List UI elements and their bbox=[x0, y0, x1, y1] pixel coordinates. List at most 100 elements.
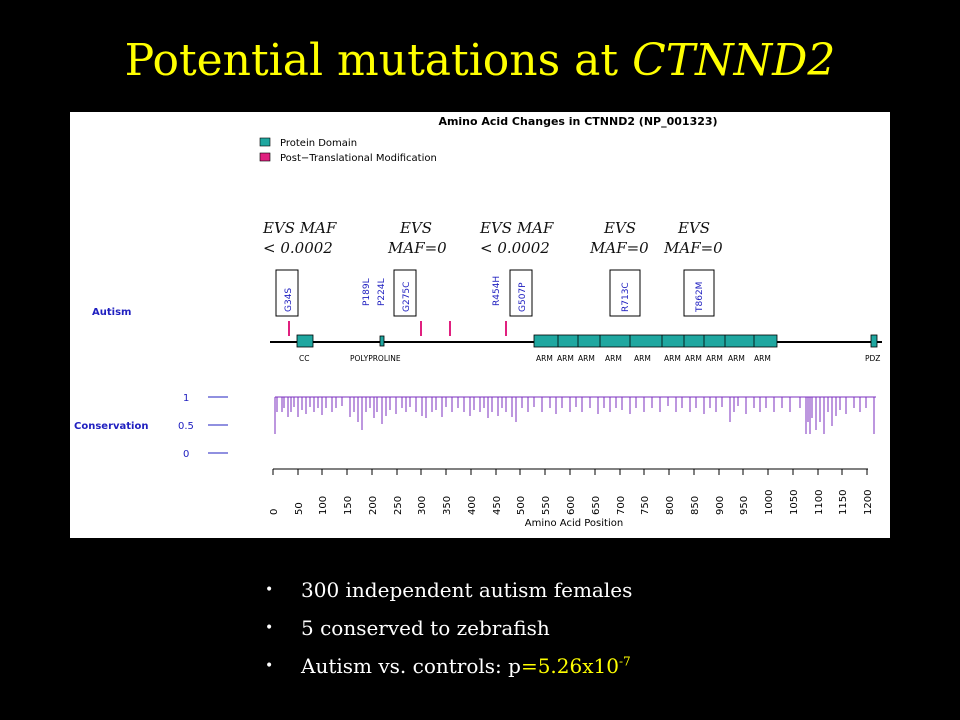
conservation-axis-lines bbox=[208, 396, 228, 454]
cons-tick-0: 0 bbox=[183, 449, 189, 460]
mutation-label-g507p: G507P bbox=[518, 282, 528, 312]
evs-annotation-3-line1: EVS MAF bbox=[479, 219, 554, 237]
evs-annotation-5-line1: EVS bbox=[677, 219, 710, 237]
bullet-item: • Autism vs. controls: p=5.26x10-7 bbox=[265, 654, 632, 692]
evs-annotation-2-line2: MAF=0 bbox=[387, 239, 447, 257]
x-tick-150: 150 bbox=[343, 496, 354, 515]
domain-label-arm-4: ARM bbox=[605, 354, 622, 363]
gene-name: CTNND2 bbox=[632, 35, 836, 86]
cons-tick-1: 1 bbox=[183, 393, 189, 404]
bullet-marker: • bbox=[265, 620, 274, 636]
domain-label-polyproline: POLYPROLINE bbox=[350, 354, 401, 363]
legend-swatch-ptm bbox=[259, 152, 271, 162]
evs-annotation-2-line1: EVS bbox=[399, 219, 432, 237]
domain-labels: CC POLYPROLINE ARM ARM ARM ARM ARM ARM A… bbox=[299, 354, 880, 363]
mutation-label-p224l: P224L bbox=[377, 278, 387, 306]
domain-label-arm-9: ARM bbox=[728, 354, 745, 363]
mutation-boxes bbox=[275, 269, 715, 317]
x-tick-250: 250 bbox=[393, 496, 404, 515]
mutation-label-t862m: T862M bbox=[695, 282, 705, 313]
x-tick-850: 850 bbox=[690, 496, 701, 515]
ptm-ticks bbox=[288, 321, 507, 336]
domain-label-pdz: PDZ bbox=[865, 354, 880, 363]
bullet-text: 5 conserved to zebrafish bbox=[301, 616, 550, 640]
legend-label-ptm: Post−Translational Modification bbox=[280, 153, 437, 164]
x-tick-600: 600 bbox=[566, 496, 577, 515]
x-tick-500: 500 bbox=[516, 496, 527, 515]
x-tick-400: 400 bbox=[467, 496, 478, 515]
mutation-box-t862m bbox=[683, 269, 715, 317]
slide-title: Potential mutations at CTNND2 bbox=[124, 35, 836, 86]
x-tick-800: 800 bbox=[665, 496, 676, 515]
x-tick-100: 100 bbox=[318, 496, 329, 515]
conservation-trace bbox=[274, 396, 876, 434]
evs-annotation-4-line1: EVS bbox=[603, 219, 636, 237]
evs-annotation-4-line2: MAF=0 bbox=[589, 239, 649, 257]
domain-arm-block bbox=[533, 334, 778, 348]
mutation-box-g275c bbox=[393, 269, 417, 317]
conservation-axis: 1 0.5 0 bbox=[178, 393, 194, 460]
mutation-label-g34s: G34S bbox=[284, 288, 294, 312]
domain-label-arm-5: ARM bbox=[634, 354, 651, 363]
domain-pdz bbox=[870, 334, 878, 348]
domain-label-arm-1: ARM bbox=[536, 354, 553, 363]
x-tick-0: 0 bbox=[269, 509, 280, 515]
mutation-label-p189l: P189L bbox=[362, 278, 372, 306]
mutation-box-g507p bbox=[509, 269, 533, 317]
x-tick-1150: 1150 bbox=[838, 490, 849, 515]
domain-label-arm-3: ARM bbox=[578, 354, 595, 363]
x-tick-300: 300 bbox=[417, 496, 428, 515]
bullet-text: 300 independent autism females bbox=[301, 578, 633, 602]
x-tick-1000: 1000 bbox=[764, 490, 775, 515]
bullet-list: • 300 independent autism females • 5 conse… bbox=[265, 578, 632, 692]
bullet-text: Autism vs. controls: p=5.26x10-7 bbox=[301, 654, 631, 678]
evs-annotations: EVS MAF < 0.0002 EVS MAF=0 EVS MAF < 0.0… bbox=[262, 219, 723, 257]
x-tick-1100: 1100 bbox=[814, 490, 825, 515]
x-tick-700: 700 bbox=[616, 496, 627, 515]
mutation-label-g275c: G275C bbox=[402, 282, 412, 312]
evs-annotation-5-line2: MAF=0 bbox=[663, 239, 723, 257]
bullet-marker: • bbox=[265, 582, 274, 598]
arm-dividers bbox=[557, 335, 755, 347]
evs-annotation-1-line1: EVS MAF bbox=[262, 219, 337, 237]
figure-title: Amino Acid Changes in CTNND2 (NP_001323) bbox=[438, 115, 717, 128]
x-tick-550: 550 bbox=[541, 496, 552, 515]
legend-label-domain: Protein Domain bbox=[280, 138, 357, 149]
p-value: =5.26x10 bbox=[520, 654, 619, 678]
mutation-labels: G34S P189L P224L G275C R454H G507P R713C… bbox=[284, 276, 705, 313]
x-tick-650: 650 bbox=[591, 496, 602, 515]
domain-label-cc: CC bbox=[299, 354, 309, 363]
x-tick-1050: 1050 bbox=[789, 490, 800, 515]
mutation-box-g34s bbox=[275, 269, 299, 317]
x-tick-950: 950 bbox=[739, 496, 750, 515]
evs-annotation-3-line2: < 0.0002 bbox=[480, 239, 550, 257]
domain-label-arm-7: ARM bbox=[685, 354, 702, 363]
x-tick-350: 350 bbox=[442, 496, 453, 515]
domain-label-arm-10: ARM bbox=[754, 354, 771, 363]
legend-swatch-domain bbox=[259, 137, 271, 147]
x-axis-ticks bbox=[272, 469, 868, 475]
domain-cc bbox=[296, 334, 314, 348]
mutation-label-r713c: R713C bbox=[621, 282, 631, 312]
domain-label-arm-8: ARM bbox=[706, 354, 723, 363]
mutation-figure: Amino Acid Changes in CTNND2 (NP_001323)… bbox=[70, 112, 890, 538]
x-tick-1200: 1200 bbox=[863, 490, 874, 515]
x-axis-label: Amino Acid Position bbox=[525, 518, 623, 529]
domain-label-arm-6: ARM bbox=[664, 354, 681, 363]
x-axis-tick-labels: 0 50 100 150 200 250 300 350 400 450 500… bbox=[269, 490, 874, 515]
domain-label-arm-2: ARM bbox=[557, 354, 574, 363]
track-label-autism: Autism bbox=[92, 307, 131, 318]
bullet-item: • 5 conserved to zebrafish bbox=[265, 616, 632, 654]
track-label-conservation: Conservation bbox=[74, 421, 148, 432]
x-tick-450: 450 bbox=[492, 496, 503, 515]
bullet-marker: • bbox=[265, 658, 274, 674]
x-tick-50: 50 bbox=[294, 502, 305, 515]
p-value-exponent: -7 bbox=[618, 654, 631, 669]
x-tick-900: 900 bbox=[715, 496, 726, 515]
bullet-item: • 300 independent autism females bbox=[265, 578, 632, 616]
mutation-box-r713c bbox=[609, 269, 641, 317]
mutation-label-r454h: R454H bbox=[492, 276, 502, 306]
x-tick-750: 750 bbox=[640, 496, 651, 515]
cons-tick-05: 0.5 bbox=[178, 421, 194, 432]
domain-polyproline bbox=[379, 335, 385, 347]
